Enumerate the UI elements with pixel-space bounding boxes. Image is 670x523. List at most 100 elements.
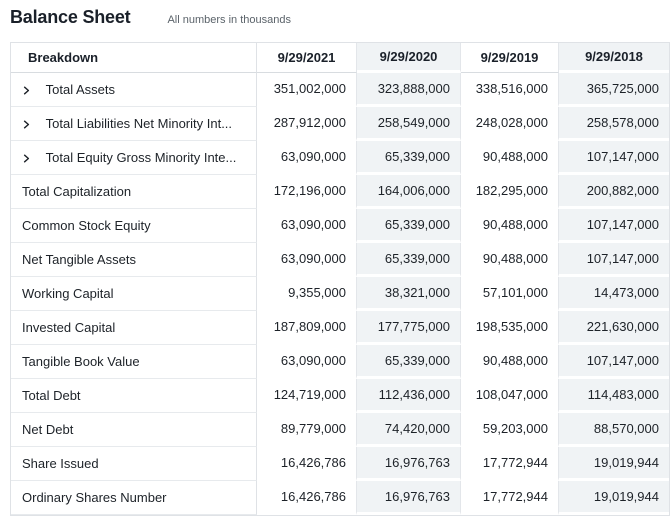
table-row: Ordinary Shares Number 16,426,786 16,976… [11,481,669,515]
value-cell: 107,147,000 [559,141,669,175]
row-label-cell[interactable]: Total Equity Gross Minority Inte... [11,141,257,175]
column-header-date-4: 9/29/2018 [559,43,669,73]
value-cell: 88,570,000 [559,413,669,447]
value-cell: 59,203,000 [461,413,559,447]
row-label: Net Tangible Assets [22,252,136,267]
row-label-cell: Total Debt [11,379,257,413]
value-cell: 107,147,000 [559,243,669,277]
value-cell: 172,196,000 [257,175,357,209]
row-label: Total Assets [45,81,115,97]
value-cell: 38,321,000 [357,277,461,311]
table-row: Share Issued 16,426,786 16,976,763 17,77… [11,447,669,481]
value-cell: 65,339,000 [357,243,461,277]
value-cell: 108,047,000 [461,379,559,413]
column-header-breakdown: Breakdown [11,43,257,73]
row-label-cell: Net Tangible Assets [11,243,257,277]
units-note: All numbers in thousands [167,14,291,26]
row-label: Total Debt [22,388,81,403]
row-label-cell: Common Stock Equity [11,209,257,243]
table-row: Invested Capital 187,809,000 177,775,000… [11,311,669,345]
table-row: Total Capitalization 172,196,000 164,006… [11,175,669,209]
table-row: Total Debt 124,719,000 112,436,000 108,0… [11,379,669,413]
row-label: Common Stock Equity [22,218,151,233]
row-label-cell: Net Debt [11,413,257,447]
value-cell: 16,426,786 [257,481,357,515]
page-header: Balance Sheet All numbers in thousands [10,7,670,31]
table-row: Working Capital 9,355,000 38,321,000 57,… [11,277,669,311]
row-label: Total Liabilities Net Minority Int... [45,115,233,131]
table-row: Total Assets 351,002,000 323,888,000 338… [11,73,669,107]
balance-sheet-table: Breakdown 9/29/2021 9/29/2020 9/29/2019 … [10,42,670,516]
table-row: Net Tangible Assets 63,090,000 65,339,00… [11,243,669,277]
value-cell: 16,976,763 [357,481,461,515]
value-cell: 14,473,000 [559,277,669,311]
value-cell: 63,090,000 [257,345,357,379]
row-label-cell: Invested Capital [11,311,257,345]
value-cell: 258,578,000 [559,107,669,141]
value-cell: 107,147,000 [559,209,669,243]
value-cell: 338,516,000 [461,73,559,107]
value-cell: 74,420,000 [357,413,461,447]
value-cell: 19,019,944 [559,481,669,515]
row-label-cell: Total Capitalization [11,175,257,209]
row-label-cell: Working Capital [11,277,257,311]
page-title: Balance Sheet [10,7,131,27]
value-cell: 248,028,000 [461,107,559,141]
table-header-row: Breakdown 9/29/2021 9/29/2020 9/29/2019 … [11,43,669,73]
row-label-cell[interactable]: Total Assets [11,73,257,107]
chevron-right-icon[interactable] [22,151,42,166]
row-label-cell[interactable]: Total Liabilities Net Minority Int... [11,107,257,141]
value-cell: 65,339,000 [357,209,461,243]
value-cell: 107,147,000 [559,345,669,379]
row-label: Ordinary Shares Number [22,490,167,505]
value-cell: 17,772,944 [461,481,559,515]
row-label-cell: Share Issued [11,447,257,481]
value-cell: 200,882,000 [559,175,669,209]
value-cell: 287,912,000 [257,107,357,141]
value-cell: 65,339,000 [357,141,461,175]
value-cell: 90,488,000 [461,345,559,379]
row-label: Net Debt [22,422,74,437]
value-cell: 90,488,000 [461,141,559,175]
value-cell: 323,888,000 [357,73,461,107]
value-cell: 177,775,000 [357,311,461,345]
column-header-date-1: 9/29/2021 [257,43,357,73]
chevron-right-icon[interactable] [22,83,42,98]
value-cell: 17,772,944 [461,447,559,481]
value-cell: 198,535,000 [461,311,559,345]
value-cell: 63,090,000 [257,141,357,175]
table-row: Total Liabilities Net Minority Int... 28… [11,107,669,141]
row-label: Share Issued [22,456,99,471]
value-cell: 9,355,000 [257,277,357,311]
value-cell: 16,976,763 [357,447,461,481]
value-cell: 89,779,000 [257,413,357,447]
row-label: Total Equity Gross Minority Inte... [45,149,237,165]
row-label: Total Capitalization [22,184,132,199]
row-label: Tangible Book Value [22,354,140,369]
value-cell: 57,101,000 [461,277,559,311]
value-cell: 90,488,000 [461,209,559,243]
value-cell: 65,339,000 [357,345,461,379]
value-cell: 124,719,000 [257,379,357,413]
column-header-date-2: 9/29/2020 [357,43,461,73]
value-cell: 187,809,000 [257,311,357,345]
table-row: Tangible Book Value 63,090,000 65,339,00… [11,345,669,379]
value-cell: 182,295,000 [461,175,559,209]
row-label: Invested Capital [22,320,116,335]
value-cell: 221,630,000 [559,311,669,345]
row-label: Working Capital [22,286,114,301]
row-label-cell: Tangible Book Value [11,345,257,379]
value-cell: 63,090,000 [257,243,357,277]
value-cell: 351,002,000 [257,73,357,107]
table-row: Total Equity Gross Minority Inte... 63,0… [11,141,669,175]
value-cell: 114,483,000 [559,379,669,413]
value-cell: 63,090,000 [257,209,357,243]
value-cell: 16,426,786 [257,447,357,481]
value-cell: 164,006,000 [357,175,461,209]
chevron-right-icon[interactable] [22,117,42,132]
value-cell: 365,725,000 [559,73,669,107]
value-cell: 258,549,000 [357,107,461,141]
value-cell: 112,436,000 [357,379,461,413]
value-cell: 90,488,000 [461,243,559,277]
